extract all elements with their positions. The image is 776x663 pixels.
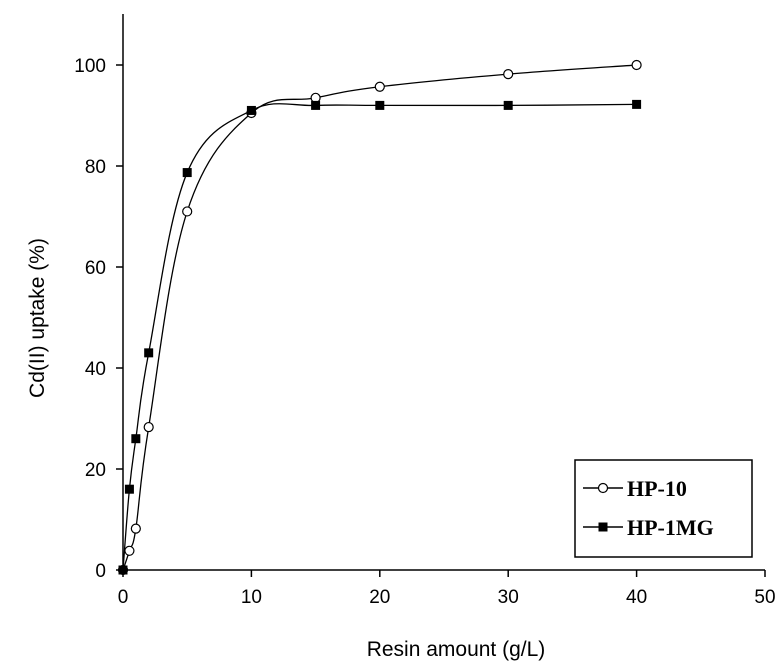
x-tick-label: 20 [369, 587, 390, 608]
x-tick-label: 50 [754, 587, 775, 608]
data-point-hp-1mg [124, 484, 134, 494]
data-point-hp-10 [124, 545, 135, 556]
data-point-hp-1mg [131, 434, 141, 444]
y-axis-title: Cd(II) uptake (%) [26, 238, 49, 398]
legend-label-hp-10: HP-10 [627, 476, 687, 501]
y-tick-label: 40 [85, 359, 106, 380]
y-tick-label: 80 [85, 157, 106, 178]
legend-marker-hp-1mg [598, 522, 608, 532]
data-point-hp-1mg [632, 99, 642, 109]
y-tick-label: 60 [85, 258, 106, 279]
y-tick-label: 20 [85, 460, 106, 481]
x-tick-label: 0 [118, 587, 129, 608]
legend-marker-hp-10 [597, 482, 609, 494]
plot-area: 0 10 20 30 40 50 0 20 40 60 80 100 [74, 14, 776, 608]
y-tick-label: 0 [95, 561, 106, 582]
series-line-hp-1mg [122, 103, 637, 571]
data-point-hp-1mg [118, 565, 128, 575]
data-point-hp-1mg [182, 168, 192, 178]
legend-entry-hp-1mg: HP-1MG [583, 515, 714, 540]
y-tick-label: 100 [74, 56, 106, 77]
series-line-hp-10 [122, 64, 637, 571]
series-markers [117, 59, 642, 576]
data-point-hp-1mg [311, 100, 321, 110]
data-point-hp-10 [503, 68, 514, 80]
data-point-hp-1mg [144, 348, 154, 358]
data-point-hp-10 [130, 523, 141, 534]
x-tick-label: 10 [241, 587, 262, 608]
x-tick-label: 30 [498, 587, 519, 608]
x-tick-label: 40 [626, 587, 647, 608]
data-point-hp-1mg [503, 100, 513, 110]
legend-entry-hp-10: HP-10 [583, 476, 687, 501]
data-point-hp-1mg [375, 100, 385, 110]
data-point-hp-10 [374, 81, 385, 92]
legend: HP-10 HP-1MG [574, 459, 753, 558]
legend-box [574, 459, 753, 558]
series-lines [122, 64, 637, 571]
legend-label-hp-1mg: HP-1MG [627, 515, 714, 540]
axis-ticks: 0 10 20 30 40 50 0 20 40 60 80 100 [74, 56, 775, 608]
data-point-hp-10 [182, 206, 193, 217]
data-point-hp-10 [631, 59, 642, 71]
data-point-hp-10 [143, 421, 154, 433]
x-axis-title: Resin amount (g/L) [367, 638, 546, 661]
data-point-hp-1mg [246, 105, 256, 115]
